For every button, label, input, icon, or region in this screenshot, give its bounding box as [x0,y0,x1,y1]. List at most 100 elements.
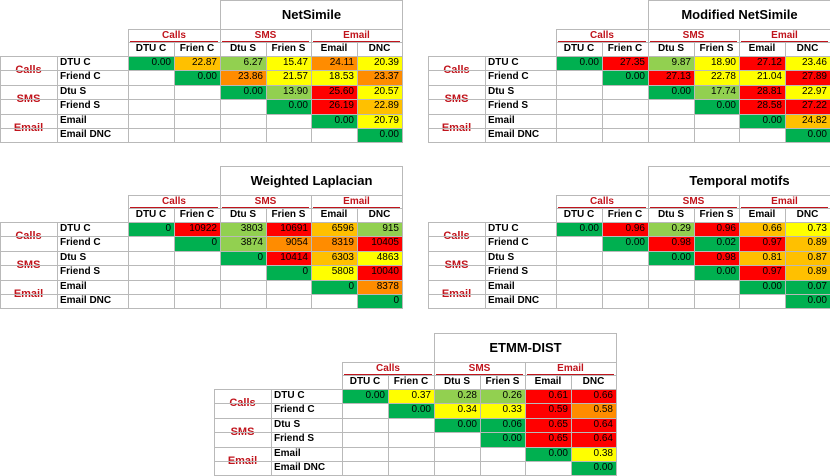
group-underline [741,41,828,42]
column-group-label: Email [771,30,798,41]
matrix-cell [556,265,602,279]
grid-line [602,208,603,310]
grid-line [0,142,403,144]
row-label: Email DNC [274,462,326,473]
grid-line [616,362,617,476]
column-group-label: Calls [590,196,614,207]
matrix-cell [602,280,648,294]
matrix-cell: 21.04 [739,70,785,85]
grid-line [694,208,695,310]
grid-line [556,195,557,310]
matrix-cell: 23.37 [357,70,402,85]
matrix-cell: 0.87 [785,250,830,266]
matrix-cell [388,461,434,475]
grid-line [0,222,1,310]
matrix-cell [556,294,602,308]
grid-line [357,208,358,310]
column-header: DTU C [563,43,595,54]
matrix-cell: 10414 [266,250,311,266]
column-header: DNC [796,43,819,54]
matrix-cell: 5808 [311,265,357,280]
matrix-cell [648,294,694,308]
grid-line [266,208,267,310]
matrix-cell: 0.65 [525,432,571,447]
matrix-cell: 27.35 [602,56,648,71]
grid-line [357,42,358,144]
column-group-label: Calls [590,30,614,41]
group-underline [527,374,614,375]
matrix-cell [128,70,174,84]
matrix-cell [174,128,220,142]
matrix-cell [602,114,648,128]
column-header: Email [748,209,776,220]
matrix-title: Modified NetSimile [648,0,830,30]
matrix-cell [388,447,434,461]
group-underline [558,207,646,208]
matrix-cell: 0.00 [694,99,739,114]
matrix-cell: 22.87 [174,56,220,71]
grid-line [128,208,403,209]
matrix-cell [694,114,739,128]
column-header: Dtu S [657,43,685,54]
matrix-cell: 27.13 [648,70,694,85]
row-label: DTU C [60,57,91,68]
matrix-cell: 13.90 [266,84,311,100]
matrix-cell [342,403,388,417]
row-label: Email DNC [488,295,540,306]
matrix-cell [174,294,220,308]
column-header: Frien S [699,209,734,220]
column-group-label: Email [557,363,584,374]
column-group-label: Calls [376,363,400,374]
row-label: Dtu S [488,85,515,97]
grid-line [174,42,175,144]
grid-line [428,265,830,267]
matrix-cell [434,432,480,446]
group-underline [222,41,309,42]
column-header: DTU C [135,43,167,54]
matrix-cell [388,418,434,432]
grid-line [602,42,603,144]
grid-line [0,113,403,115]
column-header: Email [320,209,348,220]
grid-line [214,432,617,434]
column-group-label: Email [343,196,370,207]
column-header: DNC [582,376,605,387]
matrix-cell [434,461,480,475]
matrix-cell: 0.89 [785,265,830,280]
row-label: Email [60,280,87,292]
matrix-cell [556,251,602,265]
row-group-label: Calls [229,397,256,409]
row-group-label: Calls [443,230,470,242]
grid-line [128,29,403,30]
column-header: DNC [796,209,819,220]
matrix-cell: 0.00 [266,99,311,114]
row-group-label: Email [441,121,472,134]
matrix-cell [342,432,388,446]
matrix-cell: 6596 [311,222,357,237]
matrix-cell: 0.98 [694,250,739,266]
grid-line [0,250,403,252]
row-label: Friend C [274,404,315,416]
grid-line [0,84,403,86]
matrix-cell: 27.89 [785,70,830,85]
column-header: Dtu S [443,376,471,387]
matrix-cell [648,280,694,294]
matrix-cell: 18.90 [694,56,739,71]
matrix-cell [220,294,266,308]
matrix-cell: 10405 [357,236,402,251]
row-label: Dtu S [488,251,515,263]
grid-line [739,42,740,144]
matrix-cell: 0.06 [480,417,525,433]
row-label: Dtu S [274,418,301,430]
matrix-cell: 0 [220,250,266,266]
group-underline [130,207,218,208]
matrix-cell [128,128,174,142]
matrix-cell [128,236,174,250]
matrix-cell: 0.00 [785,294,830,309]
matrix-cell: 0.00 [648,250,694,266]
matrix-cell: 0.64 [571,432,616,447]
matrix-cell: 18.53 [311,70,357,85]
matrix-cell: 24.11 [311,56,357,71]
matrix-cell [556,236,602,250]
matrix-cell [556,70,602,84]
